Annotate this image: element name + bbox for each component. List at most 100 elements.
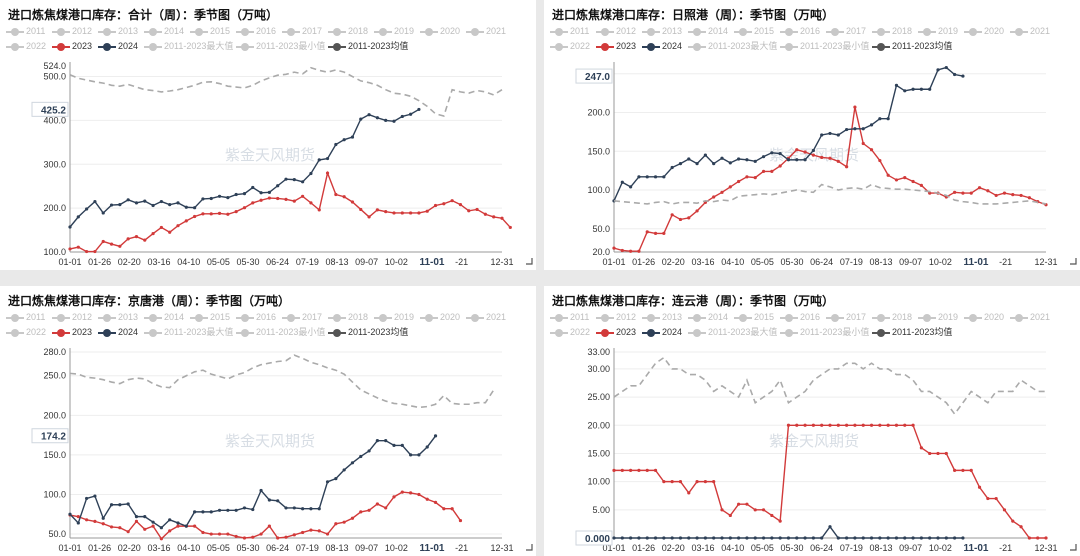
legend-item[interactable]: 2019 <box>374 310 420 325</box>
legend-item[interactable]: 2017 <box>282 310 328 325</box>
legend-item[interactable]: 2011-2023均值 <box>872 39 964 54</box>
legend-item[interactable]: 2016 <box>236 24 282 39</box>
legend-item[interactable]: 2023 <box>52 39 98 54</box>
legend-item[interactable]: 2011-2023最小值 <box>236 39 328 54</box>
legend-item[interactable]: 2014 <box>144 310 190 325</box>
legend-item[interactable]: 2015 <box>734 24 780 39</box>
y-tick-label: 250.0 <box>43 371 66 381</box>
legend-label: 2011-2023最小值 <box>800 41 870 51</box>
resize-handle-icon[interactable] <box>526 544 533 551</box>
legend-item[interactable]: 2011-2023最小值 <box>780 39 872 54</box>
legend-item[interactable]: 2018 <box>872 310 918 325</box>
data-point <box>645 175 649 179</box>
legend-item[interactable]: 2011-2023均值 <box>328 39 420 54</box>
data-point <box>176 524 180 528</box>
legend-item[interactable]: 2023 <box>52 325 98 340</box>
data-point <box>786 423 791 427</box>
legend-item[interactable]: 2011-2023均值 <box>328 325 420 340</box>
legend-item[interactable]: 2016 <box>780 24 826 39</box>
x-tick-label: 02-20 <box>118 257 141 267</box>
legend-item[interactable]: 2017 <box>282 24 328 39</box>
legend-item[interactable]: 2020 <box>420 310 466 325</box>
data-point <box>433 500 438 504</box>
legend-item[interactable]: 2019 <box>918 310 964 325</box>
legend-item[interactable]: 2011-2023最小值 <box>236 325 328 340</box>
resize-handle-icon[interactable] <box>526 258 533 265</box>
legend-label: 2016 <box>256 26 277 36</box>
legend-item[interactable]: 2020 <box>420 24 466 39</box>
legend-swatch-icon <box>550 328 568 337</box>
data-point <box>928 191 932 195</box>
legend-item[interactable]: 2023 <box>596 325 642 340</box>
legend-item[interactable]: 2013 <box>642 24 688 39</box>
legend-item[interactable]: 2015 <box>734 310 780 325</box>
legend-item[interactable]: 2013 <box>642 310 688 325</box>
legend-item[interactable]: 2022 <box>550 325 596 340</box>
data-point <box>853 536 857 540</box>
legend-item[interactable]: 2022 <box>550 39 596 54</box>
legend-item[interactable]: 2011 <box>6 24 52 39</box>
legend-item[interactable]: 2011-2023最大值 <box>688 325 780 340</box>
data-point <box>126 502 130 506</box>
legend-item[interactable]: 2011-2023最大值 <box>144 39 236 54</box>
legend-item[interactable]: 2011-2023最大值 <box>144 325 236 340</box>
legend-item[interactable]: 2011 <box>550 310 596 325</box>
legend-item[interactable]: 2014 <box>688 310 734 325</box>
legend-item[interactable]: 2011 <box>550 24 596 39</box>
data-point <box>301 530 305 535</box>
legend-item[interactable]: 2023 <box>596 39 642 54</box>
legend-item[interactable]: 2012 <box>52 24 98 39</box>
legend-item[interactable]: 2024 <box>98 39 144 54</box>
data-point <box>259 488 263 493</box>
legend-item[interactable]: 2016 <box>236 310 282 325</box>
legend-item[interactable]: 2024 <box>642 325 688 340</box>
data-point <box>159 225 163 230</box>
legend-item[interactable]: 2011 <box>6 310 52 325</box>
data-point <box>620 248 624 253</box>
resize-handle-icon[interactable] <box>1070 544 1077 551</box>
legend-item[interactable]: 2017 <box>826 24 872 39</box>
legend-item[interactable]: 2022 <box>6 39 52 54</box>
data-point <box>894 83 899 87</box>
data-point <box>226 532 230 536</box>
legend-item[interactable]: 2021 <box>466 24 512 39</box>
data-point <box>745 536 749 540</box>
legend-item[interactable]: 2013 <box>98 24 144 39</box>
legend-item[interactable]: 2012 <box>596 24 642 39</box>
legend-item[interactable]: 2024 <box>642 39 688 54</box>
data-point <box>886 173 890 177</box>
legend-item[interactable]: 2014 <box>144 24 190 39</box>
data-point <box>359 207 363 212</box>
data-point <box>695 209 699 213</box>
legend-item[interactable]: 2018 <box>328 310 374 325</box>
resize-handle-icon[interactable] <box>1070 258 1077 265</box>
legend-item[interactable]: 2011-2023最小值 <box>780 325 872 340</box>
legend-item[interactable]: 2022 <box>6 325 52 340</box>
data-point <box>309 507 313 511</box>
legend-item[interactable]: 2020 <box>964 24 1010 39</box>
legend-item[interactable]: 2021 <box>1010 310 1056 325</box>
legend-item[interactable]: 2012 <box>596 310 642 325</box>
legend-item[interactable]: 2016 <box>780 310 826 325</box>
legend-item[interactable]: 2021 <box>1010 24 1056 39</box>
legend-item[interactable]: 2011-2023最大值 <box>688 39 780 54</box>
legend-item[interactable]: 2020 <box>964 310 1010 325</box>
x-tick-label: 10-02 <box>385 543 408 553</box>
legend-item[interactable]: 2015 <box>190 310 236 325</box>
legend-item[interactable]: 2012 <box>52 310 98 325</box>
legend-item[interactable]: 2019 <box>918 24 964 39</box>
legend-item[interactable]: 2011-2023均值 <box>872 325 964 340</box>
legend-item[interactable]: 2015 <box>190 24 236 39</box>
legend-item[interactable]: 2018 <box>328 24 374 39</box>
data-point <box>168 518 172 522</box>
legend-item[interactable]: 2013 <box>98 310 144 325</box>
legend-item[interactable]: 2019 <box>374 24 420 39</box>
x-tick-label: 05-30 <box>237 543 260 553</box>
data-point <box>662 480 666 484</box>
legend-item[interactable]: 2014 <box>688 24 734 39</box>
data-point <box>878 158 882 163</box>
legend-item[interactable]: 2018 <box>872 24 918 39</box>
legend-item[interactable]: 2021 <box>466 310 512 325</box>
legend-item[interactable]: 2017 <box>826 310 872 325</box>
legend-item[interactable]: 2024 <box>98 325 144 340</box>
